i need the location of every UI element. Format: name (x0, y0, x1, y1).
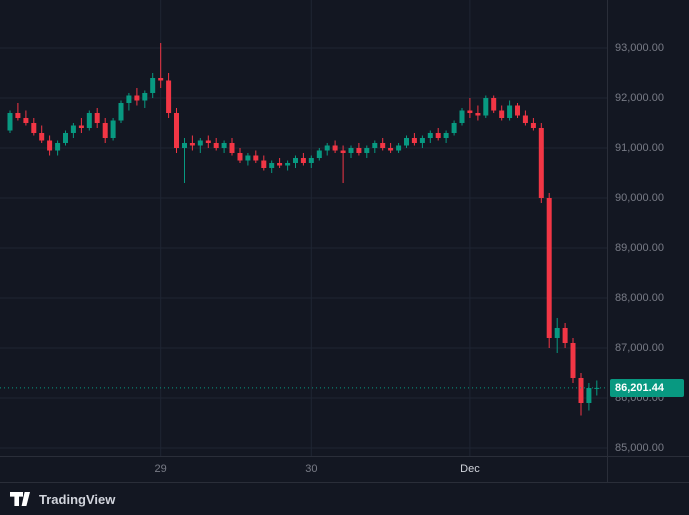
price-axis-label: 85,000.00 (615, 442, 664, 454)
price-axis-label: 90,000.00 (615, 192, 664, 204)
price-axis-label: 89,000.00 (615, 242, 664, 254)
time-axis-label: Dec (460, 463, 480, 475)
price-axis-label: 92,000.00 (615, 92, 664, 104)
price-axis-label: 88,000.00 (615, 292, 664, 304)
time-axis-label: 29 (154, 463, 167, 475)
time-axis[interactable]: 29 30 Dec (0, 456, 689, 482)
price-axis-label: 87,000.00 (615, 342, 664, 354)
tradingview-logo-icon (10, 492, 30, 506)
chart-plot[interactable] (0, 0, 607, 456)
price-axis-label: 93,000.00 (615, 42, 664, 54)
last-price-badge: 86,201.44 (610, 378, 684, 397)
price-axis-label: 91,000.00 (615, 142, 664, 154)
tradingview-brand-text: TradingView (39, 491, 116, 507)
tradingview-attribution-link[interactable]: TradingView (10, 492, 115, 507)
candlestick-canvas (0, 0, 607, 456)
price-axis[interactable]: 93,000.00 92,000.00 91,000.00 90,000.00 89,0… (607, 0, 689, 482)
attribution-bar: TradingView (0, 482, 689, 515)
time-axis-label: 30 (305, 463, 318, 475)
